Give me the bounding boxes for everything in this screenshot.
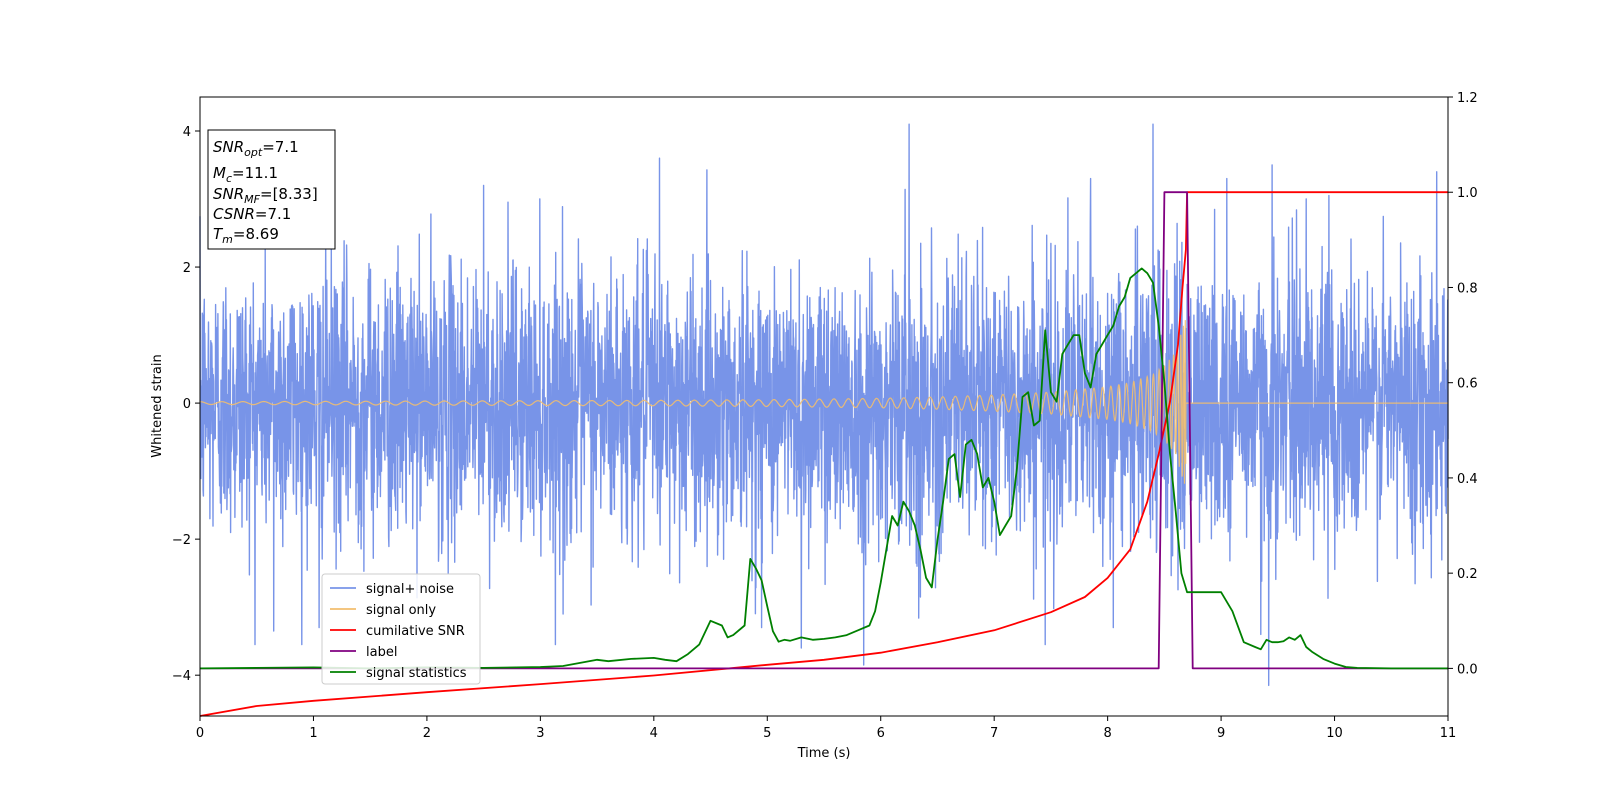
info-mc-base: M: [213, 164, 226, 182]
y2-tick-label: 0.8: [1457, 281, 1478, 296]
info-csnr: CSNR=7.1: [213, 205, 291, 223]
y2-tick-label: 0.4: [1457, 472, 1478, 487]
info-box-frame: [207, 129, 336, 250]
y2-tick-label: 1.2: [1457, 91, 1478, 106]
series-signal-statistics: [199, 267, 1448, 670]
x-tick-label: 9: [1217, 726, 1225, 741]
legend-entry: signal+ noise: [366, 582, 454, 597]
info-csnr-value: =7.1: [255, 205, 291, 223]
x-tick-label: 2: [423, 726, 431, 741]
y2-tick-label: 0.2: [1457, 567, 1478, 582]
x-tick-label: 5: [763, 726, 771, 741]
info-box: SNRopt=7.1 Mc=11.1 SNRMF=[8.33] CSNR=7.1…: [207, 129, 336, 250]
x-tick-label: 10: [1326, 726, 1343, 741]
info-mc: Mc=11.1: [213, 164, 278, 185]
info-mc-sub: c: [226, 172, 232, 185]
x-axis: 0 1 2 3 4 5 6 7 8 9 10 11: [196, 716, 1456, 741]
info-tm-sub: m: [222, 233, 233, 246]
y-tick-label: −4: [172, 669, 191, 684]
info-csnr-base: CSNR: [213, 205, 255, 223]
info-snr-opt-value: =7.1: [262, 138, 298, 156]
x-tick-label: 0: [196, 726, 204, 741]
info-snr-mf-base: SNR: [213, 185, 244, 203]
y-tick-label: 2: [183, 261, 191, 276]
x-tick-label: 4: [650, 726, 658, 741]
series-label: [200, 191, 1448, 670]
y2-tick-label: 0.6: [1457, 377, 1478, 392]
legend-entry: signal statistics: [366, 666, 467, 681]
legend-entry: signal only: [366, 603, 436, 618]
legend-entry: label: [366, 645, 397, 660]
info-tm-base: T: [213, 225, 224, 243]
x-axis-label: Time (s): [797, 746, 851, 761]
info-snr-opt: SNRopt=7.1: [213, 138, 299, 159]
series-cumilative-snr: [199, 191, 1448, 717]
info-snr-mf-sub: MF: [244, 193, 260, 206]
info-snr-mf: SNRMF=[8.33]: [213, 185, 318, 206]
x-tick-label: 8: [1103, 726, 1111, 741]
y-tick-label: 0: [183, 397, 191, 412]
y2-tick-label: 0.0: [1457, 662, 1478, 677]
info-tm: Tm=8.69: [213, 225, 279, 246]
series-layer: [199, 123, 1449, 717]
series-signal-plus-noise: [199, 123, 1449, 687]
x-tick-label: 3: [536, 726, 544, 741]
y-tick-label: 4: [183, 125, 191, 140]
plot-frame: [199, 96, 1449, 717]
y-axis-left: 4 2 0 −2 −4: [172, 125, 200, 684]
x-tick-label: 11: [1440, 726, 1457, 741]
x-tick-label: 6: [877, 726, 885, 741]
y-tick-label: −2: [172, 533, 191, 548]
x-tick-label: 7: [990, 726, 998, 741]
info-snr-mf-value: =[8.33]: [260, 185, 318, 203]
y-axis-label: Whitened strain: [150, 354, 165, 457]
y2-tick-label: 1.0: [1457, 186, 1478, 201]
info-mc-value: =11.1: [232, 164, 278, 182]
x-tick-label: 1: [309, 726, 317, 741]
legend-entry: cumilative SNR: [366, 624, 465, 639]
legend-frame: [321, 573, 481, 685]
series-signal-only: [199, 320, 1448, 484]
legend: signal+ noise signal only cumilative SNR la…: [321, 573, 481, 685]
y-axis-right: 1.2 1.0 0.8 0.6 0.4 0.2 0.0: [1448, 91, 1478, 677]
info-snr-opt-base: SNR: [213, 138, 244, 156]
info-snr-opt-sub: opt: [244, 146, 263, 159]
info-tm-value: =8.69: [233, 225, 279, 243]
